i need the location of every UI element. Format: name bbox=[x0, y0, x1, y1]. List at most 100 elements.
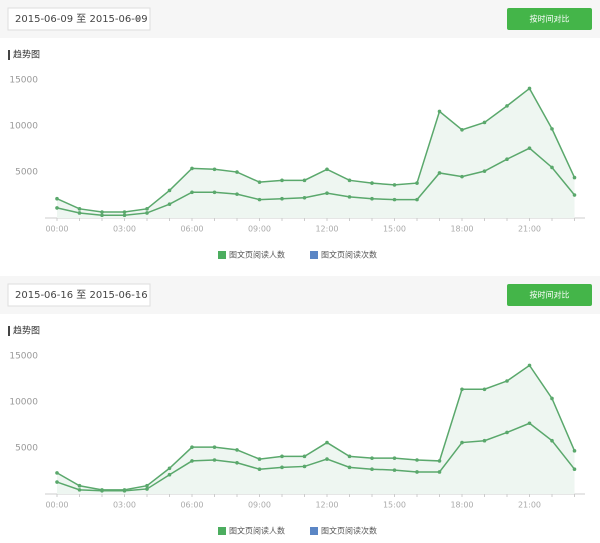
point bbox=[167, 472, 172, 477]
x-tick-label: 21:00 bbox=[518, 225, 541, 234]
point bbox=[460, 174, 464, 179]
legend-swatch bbox=[218, 251, 226, 259]
point bbox=[325, 167, 329, 172]
point bbox=[77, 488, 82, 492]
area bbox=[57, 365, 575, 494]
x-tick-label: 03:00 bbox=[113, 225, 136, 234]
point bbox=[460, 387, 464, 392]
point bbox=[77, 211, 82, 215]
point bbox=[235, 170, 239, 174]
point bbox=[347, 465, 352, 470]
point bbox=[437, 109, 442, 114]
point bbox=[415, 470, 419, 474]
date-range: 2015-06-09 至 2015-06-09 bbox=[15, 13, 148, 25]
x-tick-label: 09:00 bbox=[248, 501, 271, 510]
point bbox=[437, 470, 442, 474]
compare-button-label: 按时间对比 bbox=[530, 14, 570, 24]
line bbox=[56, 147, 576, 216]
y-tick-label: 15000 bbox=[9, 352, 38, 362]
point bbox=[415, 181, 419, 185]
point bbox=[212, 458, 217, 462]
point bbox=[77, 207, 82, 211]
point bbox=[392, 456, 397, 460]
y-tick-label: 5000 bbox=[15, 444, 38, 454]
point bbox=[370, 196, 374, 201]
y-tick-label: 15000 bbox=[9, 76, 38, 86]
x-tick-label: 03:00 bbox=[113, 501, 136, 510]
legend-swatch bbox=[310, 527, 318, 535]
x-tick-label: 18:00 bbox=[450, 225, 473, 234]
point bbox=[212, 190, 217, 195]
x-tick-label: 12:00 bbox=[315, 501, 338, 510]
point bbox=[100, 488, 104, 492]
x-tick-label: 06:00 bbox=[180, 501, 203, 510]
point bbox=[145, 487, 149, 491]
date-picker[interactable] bbox=[7, 7, 151, 31]
point bbox=[370, 456, 374, 460]
line bbox=[56, 364, 576, 491]
point bbox=[77, 483, 82, 488]
title-marker bbox=[8, 326, 10, 336]
x-tick-label: 21:00 bbox=[518, 501, 541, 510]
point bbox=[505, 104, 509, 108]
point bbox=[482, 387, 487, 392]
point bbox=[482, 120, 487, 125]
point bbox=[437, 459, 442, 463]
point bbox=[415, 197, 419, 202]
point bbox=[145, 211, 149, 215]
date-range: 2015-06-16 至 2015-06-16 bbox=[15, 289, 148, 301]
point bbox=[392, 197, 397, 202]
point bbox=[55, 480, 59, 484]
dropdown-arrow: ▾ bbox=[136, 291, 140, 299]
point bbox=[392, 183, 397, 187]
point bbox=[550, 165, 554, 170]
line bbox=[56, 87, 576, 213]
point bbox=[347, 195, 352, 199]
point bbox=[280, 465, 284, 470]
x-tick-label: 18:00 bbox=[450, 501, 473, 510]
point bbox=[572, 175, 577, 180]
point bbox=[302, 195, 307, 200]
point bbox=[167, 466, 172, 471]
point bbox=[257, 457, 262, 461]
point bbox=[550, 127, 554, 131]
point bbox=[527, 86, 532, 91]
compare-button-label: 按时间对比 bbox=[530, 290, 570, 300]
point bbox=[460, 440, 464, 445]
point bbox=[370, 467, 374, 471]
point bbox=[302, 454, 307, 459]
legend-label: 图文页阅读次数 bbox=[321, 526, 377, 536]
point bbox=[257, 197, 262, 202]
point bbox=[347, 454, 352, 459]
point bbox=[325, 457, 329, 461]
compare-button[interactable] bbox=[507, 8, 592, 30]
point bbox=[280, 196, 284, 201]
x-tick-label: 12:00 bbox=[315, 225, 338, 234]
point bbox=[302, 178, 307, 183]
point bbox=[572, 193, 577, 197]
compare-button[interactable] bbox=[507, 284, 592, 306]
x-tick-label: 15:00 bbox=[383, 225, 406, 234]
point bbox=[122, 210, 127, 214]
point bbox=[235, 448, 239, 452]
point bbox=[190, 190, 194, 195]
y-tick-label: 10000 bbox=[9, 398, 38, 408]
point bbox=[100, 213, 104, 218]
point bbox=[55, 206, 59, 210]
point bbox=[572, 467, 577, 471]
chart-title: 趋势图 bbox=[13, 325, 40, 337]
y-tick-label: 10000 bbox=[9, 122, 38, 132]
point bbox=[235, 460, 239, 465]
point bbox=[122, 488, 127, 492]
x-tick-label: 15:00 bbox=[383, 501, 406, 510]
date-picker[interactable] bbox=[7, 283, 151, 307]
x-tick-label: 00:00 bbox=[45, 501, 68, 510]
point bbox=[347, 178, 352, 183]
point bbox=[212, 167, 217, 172]
point bbox=[280, 178, 284, 183]
point bbox=[325, 440, 329, 445]
point bbox=[415, 458, 419, 462]
point bbox=[325, 191, 329, 195]
point bbox=[460, 128, 464, 132]
point bbox=[527, 421, 532, 426]
